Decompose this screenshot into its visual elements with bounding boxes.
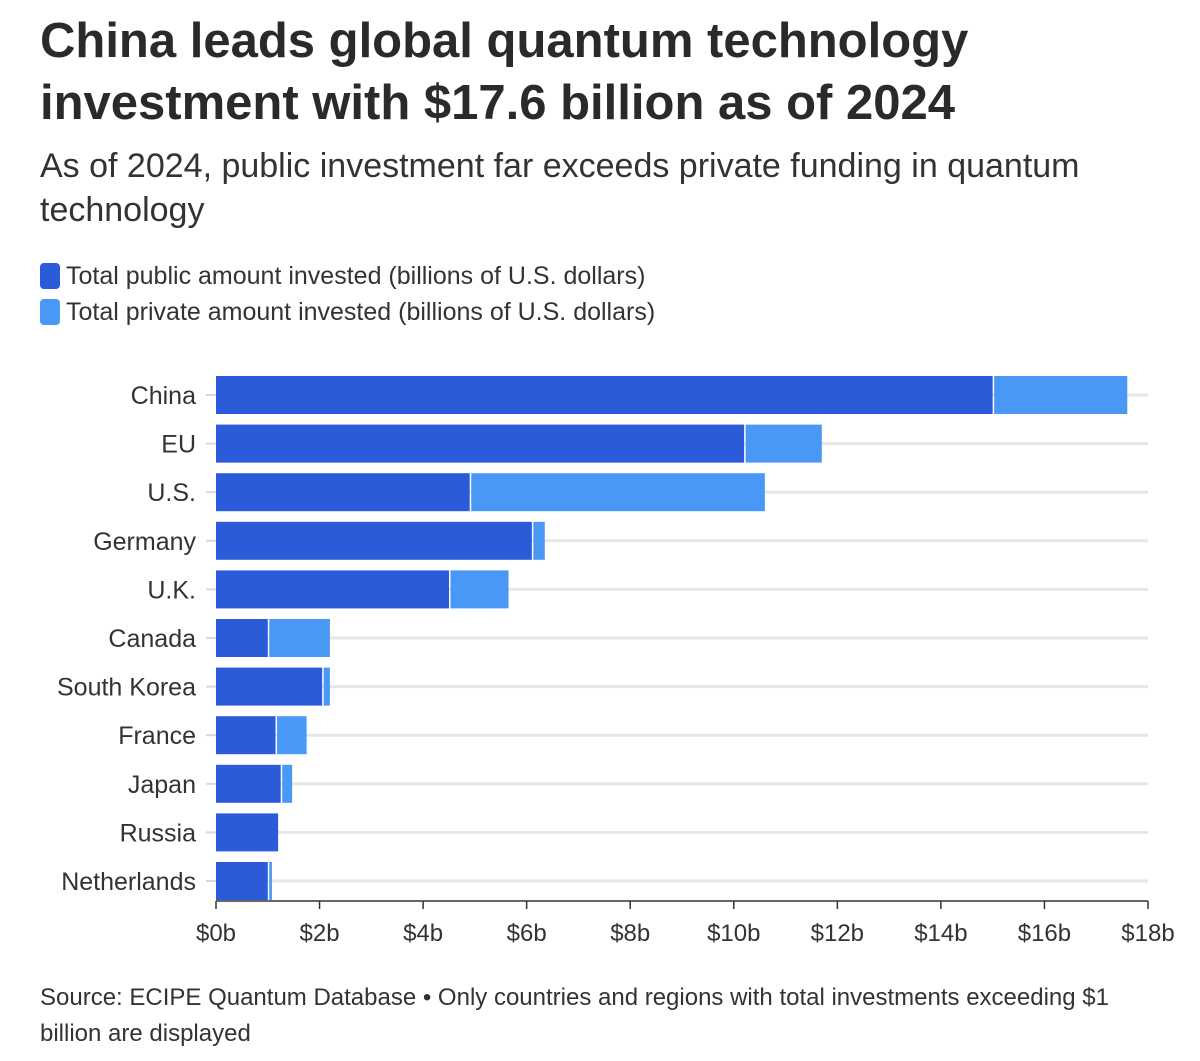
x-tick-label: $2b <box>300 920 340 947</box>
bar-private <box>323 667 330 706</box>
bar-public <box>216 813 279 852</box>
legend-swatch-private <box>40 299 60 325</box>
bar-public <box>216 570 449 609</box>
category-label: Japan <box>128 771 196 799</box>
x-tick-label: $0b <box>196 920 236 947</box>
bar-public <box>216 619 268 657</box>
x-tick-label: $16b <box>1018 920 1071 947</box>
bar-private <box>269 862 272 900</box>
x-tick-label: $12b <box>811 920 864 947</box>
bar-public <box>216 473 470 512</box>
x-tick-label: $10b <box>707 920 760 947</box>
category-label: Canada <box>108 625 196 653</box>
bar-public <box>216 764 281 803</box>
bar-private <box>745 424 822 463</box>
bar-private <box>269 619 330 657</box>
category-label: Germany <box>93 528 196 556</box>
legend-item-public: Total public amount invested (billions o… <box>40 258 655 294</box>
legend-item-private: Total private amount invested (billions … <box>40 294 655 330</box>
category-label: U.K. <box>147 576 196 604</box>
bar-private <box>277 716 307 755</box>
legend-label-private: Total private amount invested (billions … <box>66 297 656 326</box>
bar-private <box>471 473 765 512</box>
x-tick-label: $14b <box>914 920 967 947</box>
bar-public <box>216 667 323 706</box>
bar-public <box>216 424 745 463</box>
chart-subtitle: As of 2024, public investment far exceed… <box>40 147 1080 229</box>
category-label: France <box>118 722 196 750</box>
category-label: China <box>131 382 196 410</box>
x-tick-label: $6b <box>507 920 547 947</box>
bar-private <box>994 376 1128 414</box>
bar-public <box>216 862 268 900</box>
x-tick-label: $18b <box>1121 920 1174 947</box>
category-label: EU <box>161 431 196 459</box>
bar-private <box>450 570 509 609</box>
category-label: South Korea <box>57 674 196 702</box>
bar-private <box>282 764 293 803</box>
legend: Total public amount invested (billions o… <box>40 258 655 330</box>
x-tick-label: $4b <box>403 920 443 947</box>
source-note: Source: ECIPE Quantum Database • Only co… <box>40 984 1109 1047</box>
legend-label-public: Total public amount invested (billions o… <box>66 261 646 290</box>
legend-swatch-public <box>40 263 60 289</box>
chart-title: China leads global quantum technology in… <box>40 14 969 130</box>
bar-private <box>533 521 545 560</box>
category-label: Russia <box>120 819 197 847</box>
category-label: U.S. <box>147 479 196 507</box>
x-tick-label: $8b <box>610 920 650 947</box>
bar-chart: China EU U.S. Germany U.K. Canada South Korea F… <box>57 376 1175 947</box>
bar-public <box>216 376 993 414</box>
bar-public <box>216 716 276 755</box>
category-label: Netherlands <box>61 868 196 896</box>
bar-public <box>216 521 532 560</box>
